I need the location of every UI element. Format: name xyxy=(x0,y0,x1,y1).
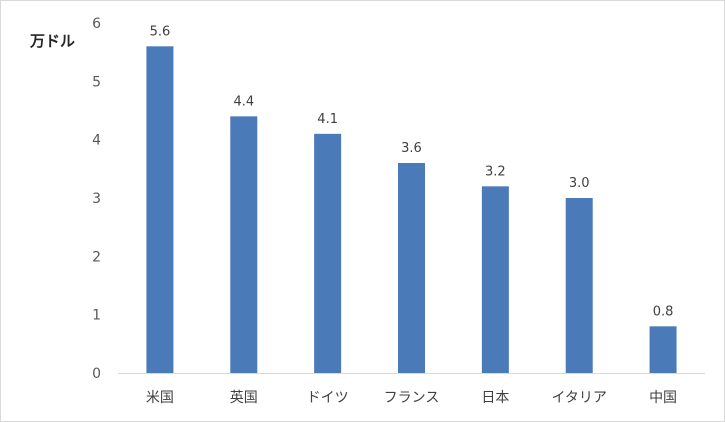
y-tick-label: 3 xyxy=(92,191,101,207)
bars xyxy=(146,46,677,373)
y-tick-label: 6 xyxy=(92,16,101,32)
bar xyxy=(481,186,509,373)
bar xyxy=(146,46,174,373)
data-label: 4.4 xyxy=(233,94,254,109)
bar xyxy=(314,133,342,373)
y-tick-label: 2 xyxy=(92,249,101,265)
x-tick-label: イタリア xyxy=(551,390,606,406)
data-label: 3.2 xyxy=(485,164,506,179)
data-label: 3.6 xyxy=(401,141,422,156)
data-label: 5.6 xyxy=(150,24,171,39)
y-axis: 0 1 2 3 4 5 6 xyxy=(92,16,101,382)
x-axis: 米国 英国 ドイツ フランス 日本 イタリア 中国 xyxy=(146,389,677,406)
x-tick-label: フランス xyxy=(384,390,440,406)
x-tick-label: 英国 xyxy=(230,389,258,406)
y-tick-label: 5 xyxy=(92,74,101,90)
x-tick-label: 日本 xyxy=(481,390,509,406)
bar xyxy=(230,116,258,373)
data-labels: 5.6 4.4 4.1 3.6 3.2 3.0 0.8 xyxy=(150,24,674,319)
y-tick-label: 0 xyxy=(92,366,101,382)
bar xyxy=(649,326,677,373)
y-tick-label: 1 xyxy=(92,308,101,324)
x-tick-label: 中国 xyxy=(649,390,677,406)
bar xyxy=(398,163,425,373)
x-tick-label: 米国 xyxy=(146,390,174,406)
data-label: 0.8 xyxy=(653,304,674,319)
data-label: 4.1 xyxy=(317,112,338,127)
data-label: 3.0 xyxy=(569,176,590,191)
bar xyxy=(565,198,593,373)
x-tick-label: ドイツ xyxy=(307,390,349,406)
y-unit-label: 万ドル xyxy=(29,32,75,50)
y-tick-label: 4 xyxy=(92,133,101,149)
